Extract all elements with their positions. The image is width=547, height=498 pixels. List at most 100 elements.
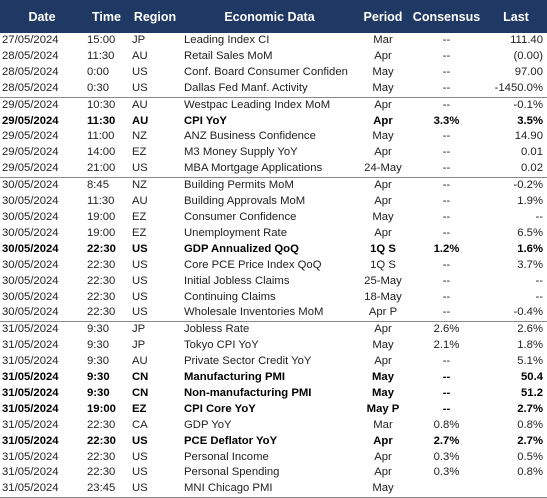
table-row[interactable]: 30/05/2024 11:30 AU Building Approvals MoM A… — [0, 194, 547, 210]
cell-region: JP — [129, 321, 181, 339]
table-row[interactable]: 31/05/2024 22:30 US PCE Deflator YoY Apr 2.7%… — [0, 434, 547, 450]
cell-economic-data: GDP Annualized QoQ — [184, 242, 299, 255]
cell-region: JP — [132, 339, 146, 352]
table-row[interactable]: 29/05/2024 10:30 AU Westpac Leading Index M… — [0, 96, 547, 114]
cell-consensus: -- — [442, 81, 451, 94]
cell-economic-data: Non-manufacturing PMI — [184, 386, 312, 399]
cell-consensus: 0.8% — [433, 418, 460, 431]
cell-economic-data: GDP YoY — [184, 418, 232, 431]
table-row[interactable]: 31/05/2024 22:30 CA GDP YoY Mar 0.8% 0.8% — [0, 418, 547, 434]
table-row[interactable]: 28/05/2024 0:00 US Conf. Board Consumer Con… — [0, 65, 547, 81]
cell-time: 22:30 — [87, 418, 116, 431]
cell-region: US — [132, 242, 148, 255]
cell-economic-data: Leading Index CI — [184, 34, 270, 46]
cell-time: 9:30 — [87, 355, 109, 368]
cell-date: 31/05/2024 — [2, 355, 59, 368]
table-row[interactable]: 30/05/2024 22:30 US Wholesale Inventories M… — [0, 305, 547, 321]
cell-consensus: -- — [442, 210, 451, 223]
cell-time: 22:30 — [87, 242, 116, 255]
cell-region: US — [132, 81, 148, 94]
column-header-last[interactable]: Last — [485, 0, 547, 33]
column-header-consensus[interactable]: Consensus — [408, 0, 485, 33]
table-row[interactable]: 29/05/2024 11:30 AU CPI YoY Apr 3.3% 3.5% — [0, 114, 547, 130]
cell-period: May — [372, 339, 394, 352]
table-row[interactable]: 31/05/2024 9:30 JP Tokyo CPI YoY May 2.1% 1.8% — [0, 338, 547, 354]
table-row[interactable]: 31/05/2024 9:30 CN Non-manufacturing PMI May… — [0, 386, 547, 402]
cell-economic-data: Jobless Rate — [181, 321, 358, 339]
cell-date: 29/05/2024 — [2, 146, 59, 159]
table-row[interactable]: 31/05/2024 9:30 CN Manufacturing PMI May -- 50… — [0, 370, 547, 386]
table-row[interactable]: 30/05/2024 22:30 US Core PCE Price Index Qo… — [0, 258, 547, 274]
cell-date: 28/05/2024 — [2, 81, 59, 94]
cell-time: 9:30 — [87, 371, 110, 384]
table-row[interactable]: 31/05/2024 23:45 US MNI Chicago PMI May — [0, 481, 547, 497]
table-row[interactable]: 29/05/2024 11:00 NZ ANZ Business Confidence… — [0, 129, 547, 145]
table-row[interactable]: 27/05/2024 15:00 JP Leading Index CI Mar -- 11… — [0, 33, 547, 49]
table-row[interactable]: 30/05/2024 22:30 US GDP Annualized QoQ 1Q S 1… — [0, 242, 547, 258]
cell-period: Apr — [358, 321, 408, 339]
cell-last: 2.7% — [517, 434, 543, 447]
cell-economic-data: Retail Sales MoM — [184, 49, 273, 62]
cell-date: 28/05/2024 — [2, 65, 59, 78]
table-row[interactable]: 30/05/2024 8:45 NZ Building Permits MoM Apr -… — [0, 177, 547, 195]
cell-region: US — [132, 162, 148, 175]
cell-economic-data: Personal Spending — [184, 466, 280, 479]
cell-time: 22:30 — [87, 306, 116, 319]
column-header-region[interactable]: Region — [129, 0, 181, 33]
cell-period: 1Q S — [370, 258, 396, 271]
table-row[interactable]: 29/05/2024 21:00 US MBA Mortgage Applicatio… — [0, 161, 547, 177]
table-row[interactable]: 31/05/2024 22:30 US Personal Income Apr 0.3% 0… — [0, 450, 547, 466]
table-row[interactable]: 31/05/2024 9:30 AU Private Sector Credit Yo… — [0, 354, 547, 370]
table-row[interactable]: 30/05/2024 22:30 US Continuing Claims 18-May… — [0, 290, 547, 306]
cell-time: 21:00 — [87, 162, 116, 175]
cell-economic-data: Manufacturing PMI — [184, 371, 286, 384]
cell-consensus: -- — [408, 96, 485, 114]
table-row[interactable]: 28/05/2024 11:30 AU Retail Sales MoM Apr -- (0… — [0, 49, 547, 65]
cell-date: 30/05/2024 — [2, 242, 59, 255]
cell-last: -0.4% — [513, 306, 543, 319]
cell-date: 30/05/2024 — [2, 274, 59, 287]
cell-region: US — [132, 466, 148, 479]
cell-date: 29/05/2024 — [0, 96, 84, 114]
cell-consensus: -- — [442, 371, 451, 384]
cell-consensus: -- — [442, 355, 451, 368]
cell-consensus: -- — [442, 402, 451, 415]
cell-consensus: -- — [442, 146, 451, 159]
cell-consensus: -- — [442, 226, 451, 239]
cell-period: Apr — [374, 355, 392, 368]
table-row[interactable]: 29/05/2024 14:00 EZ M3 Money Supply YoY Apr -… — [0, 145, 547, 161]
table-row[interactable]: 31/05/2024 19:00 EZ CPI Core YoY May P -- 2.7% — [0, 402, 547, 418]
cell-last: 51.2 — [521, 386, 543, 399]
table-row[interactable]: 30/05/2024 19:00 EZ Unemployment Rate Apr -- 6… — [0, 226, 547, 242]
column-header-date[interactable]: Date — [0, 0, 84, 33]
column-header-time[interactable]: Time — [84, 0, 129, 33]
table-row[interactable]: 28/05/2024 0:30 US Dallas Fed Manf. Activit… — [0, 81, 547, 97]
cell-economic-data: Tokyo CPI YoY — [184, 339, 259, 352]
table-row[interactable]: 30/05/2024 22:30 US Initial Jobless Claims 2… — [0, 274, 547, 290]
column-header-economic-data[interactable]: Economic Data — [181, 0, 358, 33]
column-header-period[interactable]: Period — [358, 0, 408, 33]
cell-last: -0.1% — [485, 96, 547, 114]
cell-date: 31/05/2024 — [2, 371, 59, 384]
cell-period: Apr — [358, 177, 408, 195]
cell-consensus: -- — [442, 306, 451, 319]
cell-region: EZ — [132, 226, 147, 239]
cell-last: -1450.0% — [494, 81, 543, 94]
table-row[interactable]: 31/05/2024 22:30 US Personal Spending Apr 0.3… — [0, 465, 547, 481]
cell-period: Mar — [373, 34, 393, 46]
cell-economic-data: Unemployment Rate — [184, 226, 287, 239]
cell-date: 30/05/2024 — [2, 226, 59, 239]
cell-date: 31/05/2024 — [2, 466, 59, 479]
cell-time: 0:00 — [87, 65, 109, 78]
cell-date: 31/05/2024 — [2, 402, 59, 415]
cell-region: JP — [132, 34, 146, 46]
table-row[interactable]: 30/05/2024 19:00 EZ Consumer Confidence May -… — [0, 210, 547, 226]
cell-period: May — [372, 482, 394, 495]
cell-economic-data: PCE Deflator YoY — [184, 434, 278, 447]
cell-time: 23:45 — [87, 482, 116, 495]
cell-period: 1Q S — [370, 242, 396, 255]
table-row[interactable]: 31/05/2024 9:30 JP Jobless Rate Apr 2.6% 2.6% — [0, 321, 547, 339]
cell-consensus: 3.3% — [433, 114, 460, 127]
cell-last: 97.00 — [514, 65, 543, 78]
cell-date: 31/05/2024 — [2, 482, 59, 495]
